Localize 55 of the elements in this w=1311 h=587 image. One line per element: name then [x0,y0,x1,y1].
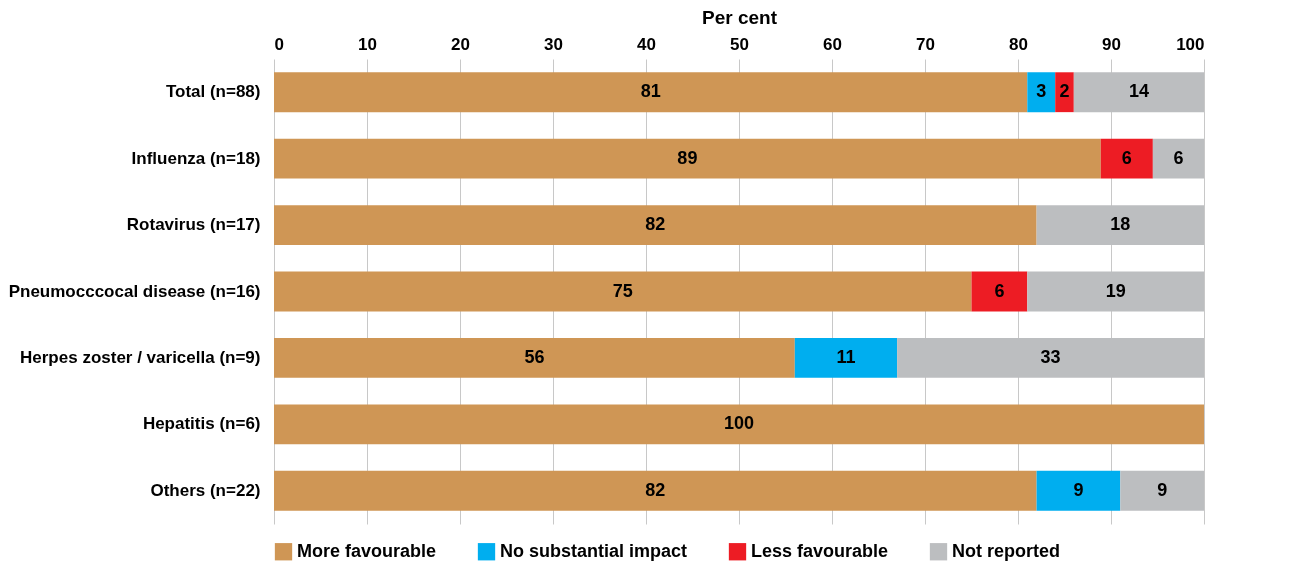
bar [274,470,1037,511]
data-label: 75 [612,280,633,301]
x-tick-label: 10 [358,34,377,54]
data-label: 19 [1105,280,1126,301]
y-tick-label: Total (n=88) [165,82,261,102]
data-label: 18 [1110,214,1131,235]
x-tick-label: 50 [730,34,749,54]
bar [274,271,972,312]
x-tick-label: 80 [1009,34,1028,54]
legend-label: No substantial impact [500,540,688,561]
legend-label: More favourable [297,540,437,561]
y-tick-label: Hepatitis (n=6) [142,414,261,434]
data-label: 14 [1128,81,1149,102]
data-label: 9 [1073,479,1084,500]
data-label: 33 [1040,346,1061,367]
y-tick-label: Influenza (n=18) [131,148,261,168]
bar [274,72,1028,113]
data-label: 6 [1121,147,1132,168]
data-label: 81 [640,81,661,102]
data-label: 2 [1059,81,1070,102]
data-label: 6 [994,280,1005,301]
y-tick-label: Rotavirus (n=17) [126,215,261,235]
bar [1055,72,1074,113]
data-label: 9 [1157,479,1168,500]
bar [274,138,1101,179]
data-label: 82 [645,214,666,235]
data-label: 11 [836,346,856,367]
x-tick-label: 40 [637,34,656,54]
x-axis-title: Per cent [702,6,778,28]
bar [1100,138,1153,179]
x-tick-label: 90 [1102,34,1121,54]
x-tick-label: 60 [823,34,842,54]
x-tick-label: 70 [916,34,935,54]
x-tick-label: 0 [274,34,284,54]
bar [1036,470,1121,511]
data-label: 3 [1036,81,1047,102]
y-tick-label: Herpes zoster / varicella (n=9) [20,347,261,367]
data-label: 82 [645,479,666,500]
bar [274,338,795,378]
bar [971,271,1028,312]
bar [1027,72,1056,113]
data-label: 56 [524,346,545,367]
legend-label: Less favourable [751,540,889,561]
x-tick-label: 30 [544,34,563,54]
bar [274,205,1037,245]
data-label: 6 [1173,147,1184,168]
bar [794,338,898,378]
y-tick-label: Others (n=22) [150,480,261,500]
legend-label: Not reported [952,540,1060,561]
y-tick-label: Pneumocccocal disease (n=16) [8,281,261,301]
bar [274,404,1204,445]
x-tick-label: 20 [451,34,470,54]
data-label: 100 [723,413,755,434]
data-label: 89 [677,147,698,168]
x-tick-label: 100 [1176,34,1205,54]
